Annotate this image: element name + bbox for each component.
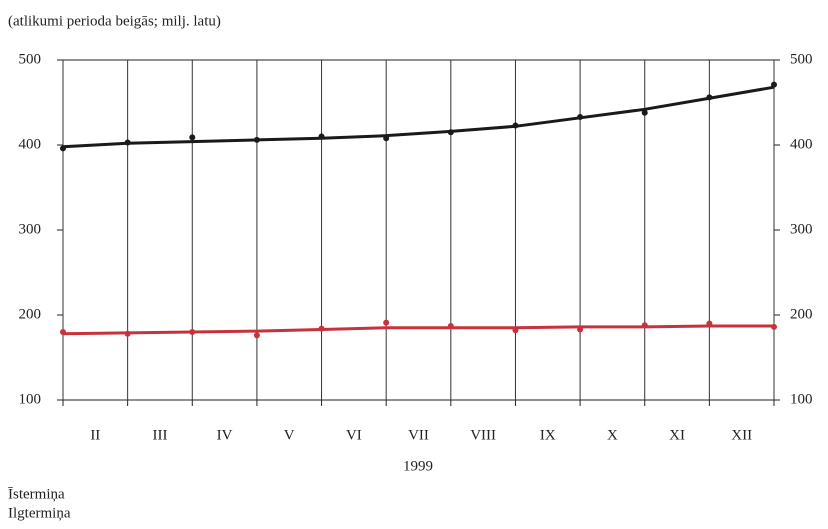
data-point	[577, 326, 584, 333]
y2-tick-label: 400	[790, 136, 813, 152]
y2-tick-label: 300	[790, 221, 813, 237]
data-point	[189, 134, 196, 141]
data-point	[318, 325, 325, 332]
data-point	[706, 320, 713, 327]
y2-tick-label: 200	[790, 306, 813, 322]
x-tick-label: II	[90, 427, 100, 443]
data-point	[383, 319, 390, 326]
data-point	[641, 109, 648, 116]
data-point	[189, 329, 196, 335]
x-tick-label: VI	[346, 427, 362, 443]
x-tick-label: III	[152, 427, 167, 443]
x-tick-label: IV	[217, 427, 233, 443]
chart-subtitle: (atlikumi perioda beigās; milj. latu)	[8, 13, 221, 29]
legend-entry: Ilgtermiņa	[8, 505, 71, 521]
y-tick-label: 500	[19, 51, 42, 67]
x-axis-label: 1999	[403, 458, 433, 474]
y-tick-label: 100	[19, 391, 42, 407]
y-tick-label: 300	[19, 221, 42, 237]
data-point	[253, 332, 260, 339]
y-tick-label: 200	[19, 306, 42, 322]
data-point	[447, 323, 454, 330]
data-point	[641, 322, 648, 329]
legend-entry: Īstermiņa	[8, 486, 65, 502]
data-point	[706, 94, 713, 101]
x-tick-label: XII	[731, 427, 752, 443]
x-tick-label: X	[607, 427, 618, 443]
x-tick-label: VIII	[470, 427, 496, 443]
data-point	[253, 136, 260, 143]
x-tick-label: VII	[408, 427, 429, 443]
trend-line	[62, 85, 775, 149]
data-point	[447, 129, 454, 136]
data-point	[318, 133, 325, 140]
y2-tick-label: 100	[790, 391, 813, 407]
data-point	[383, 135, 390, 142]
data-point	[771, 323, 777, 330]
data-point	[512, 327, 519, 334]
data-point	[124, 139, 131, 146]
data-point	[60, 145, 66, 152]
y2-tick-label: 500	[790, 51, 813, 67]
x-tick-label: V	[284, 427, 295, 443]
x-tick-label: IX	[540, 427, 556, 443]
data-point	[577, 113, 584, 120]
data-point	[124, 330, 131, 337]
y-tick-label: 400	[19, 136, 42, 152]
trend-line	[62, 324, 774, 336]
x-tick-label: XI	[669, 427, 685, 443]
data-point	[771, 81, 777, 88]
plot-frame	[62, 59, 775, 401]
data-point	[512, 122, 519, 129]
data-point	[60, 329, 66, 335]
